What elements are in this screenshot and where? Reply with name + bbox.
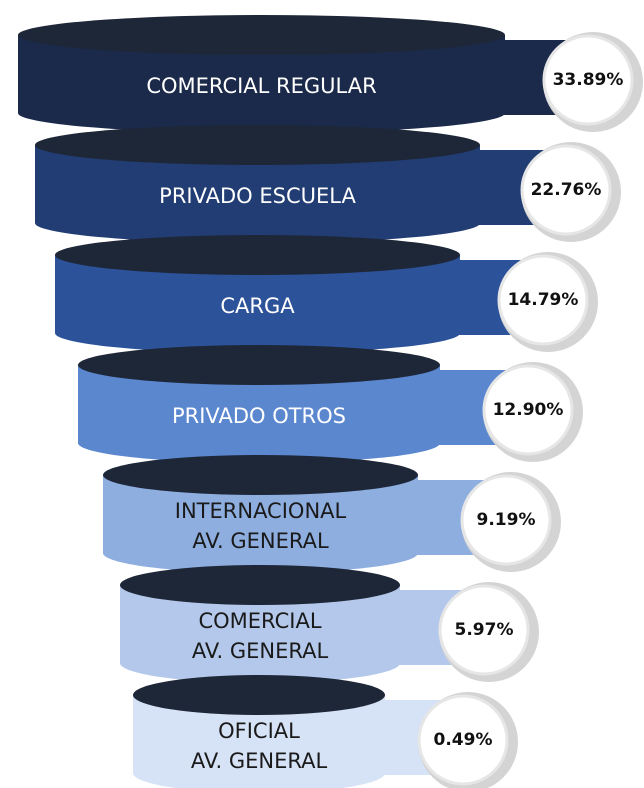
segment-top (18, 15, 505, 55)
segment-body (18, 35, 506, 133)
funnel-segment (78, 345, 515, 463)
badge (542, 34, 634, 126)
category-label: PRIVADO ESCUELA (159, 184, 356, 208)
segment-top (55, 235, 460, 275)
category-label: INTERNACIONAL AV. GENERAL (175, 499, 347, 553)
category-label: CARGA (220, 294, 295, 318)
value-label: 22.76% (531, 180, 602, 200)
badge (417, 694, 509, 786)
value-label: 14.79% (508, 290, 579, 310)
category-label: OFICIAL AV. GENERAL (191, 719, 328, 773)
category-label: COMERCIAL AV. GENERAL (192, 609, 329, 663)
segment-top (133, 675, 385, 715)
segment-top (78, 345, 440, 385)
badge (482, 364, 574, 456)
value-label: 5.97% (455, 620, 514, 640)
value-label: 33.89% (553, 70, 624, 90)
value-label: 0.49% (434, 730, 493, 750)
segment-top (103, 455, 418, 495)
segment-body (78, 365, 440, 463)
value-label: 9.19% (477, 510, 536, 530)
funnel-segment (18, 15, 575, 133)
segment-body (133, 695, 385, 788)
badge (520, 144, 612, 236)
category-label: COMERCIAL REGULAR (146, 74, 376, 98)
segment-body (120, 585, 400, 683)
badge (438, 584, 530, 676)
funnel-segment (133, 675, 450, 788)
value-label: 12.90% (493, 400, 564, 420)
segment-body (55, 255, 460, 353)
segment-top (120, 565, 400, 605)
badge (460, 474, 552, 566)
segment-top (35, 125, 480, 165)
category-label: PRIVADO OTROS (172, 404, 346, 428)
segment-body (103, 475, 418, 573)
badge (497, 254, 589, 346)
segment-body (35, 145, 480, 244)
